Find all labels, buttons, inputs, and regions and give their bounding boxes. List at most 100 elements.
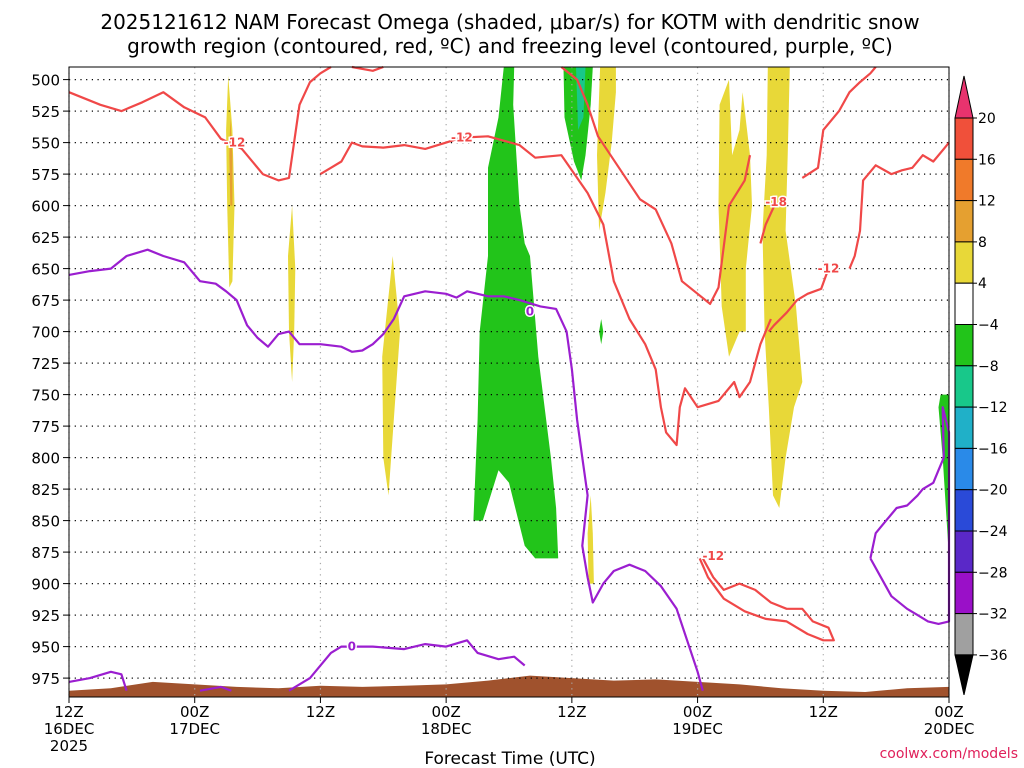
omega-region <box>473 67 559 559</box>
ytick-label: 550 <box>31 135 60 153</box>
red-contour <box>560 66 752 305</box>
red-contour <box>759 201 778 244</box>
purple-contour <box>288 639 526 692</box>
ytick-label: 725 <box>31 355 60 373</box>
red-contour <box>848 141 950 270</box>
colorbar-label: 4 <box>978 276 987 292</box>
purple-contour <box>68 248 704 691</box>
colorbar-top-arrow <box>954 75 974 119</box>
purple-contour <box>68 670 128 692</box>
colorbar-swatch <box>954 447 974 491</box>
chart-title-line2: growth region (contoured, red, ºC) and f… <box>127 34 893 58</box>
omega-region <box>762 67 803 508</box>
colorbar-swatch <box>954 282 974 326</box>
colorbar-swatch <box>954 158 974 202</box>
ytick-label: 625 <box>31 229 60 247</box>
ytick-label: 875 <box>31 544 60 562</box>
ytick-label: 500 <box>31 72 60 90</box>
ytick-label: 775 <box>31 418 60 436</box>
colorbar-label: 16 <box>978 152 996 168</box>
red-contour <box>319 135 772 447</box>
colorbar-label: −24 <box>978 524 1008 540</box>
plot-area: -12 -12 -18 -12 -12 0 0 <box>68 65 951 698</box>
colorbar: 20 16 12 8 4 −4 −8 −12 −16 −20 −24 −28 −32 −36 <box>954 75 1008 696</box>
terrain-fill <box>69 675 949 697</box>
omega-region <box>229 117 233 206</box>
colorbar-label: −16 <box>978 441 1008 457</box>
xtick-label: 16DEC <box>44 720 95 738</box>
xtick-label: 00Z <box>683 703 712 721</box>
colorbar-label: −36 <box>978 648 1008 664</box>
xtick-label: 18DEC <box>421 720 472 738</box>
colorbar-swatch <box>954 241 974 284</box>
purple-contour-label: 0 <box>526 304 534 318</box>
chart-title-line1: 2025121612 NAM Forecast Omega (shaded, μ… <box>100 10 919 34</box>
credit-text: coolwx.com/models <box>880 746 1018 762</box>
ytick-label: 975 <box>31 670 60 688</box>
colorbar-label: −20 <box>978 483 1008 499</box>
xtick-label: 12Z <box>54 703 83 721</box>
red-contour <box>698 557 835 642</box>
x-axis-label: Forecast Time (UTC) <box>424 749 595 768</box>
colorbar-label: 12 <box>978 194 996 210</box>
ytick-label: 600 <box>31 198 60 216</box>
omega-region <box>718 79 752 357</box>
omega-region <box>382 256 400 496</box>
red-contour-label: -12 <box>224 136 246 150</box>
red-contour <box>767 268 830 333</box>
ytick-label: 650 <box>31 261 60 279</box>
xtick-label: 00Z <box>180 703 209 721</box>
colorbar-swatch <box>954 200 974 243</box>
xtick-label: 12Z <box>809 703 838 721</box>
red-contour <box>351 65 384 72</box>
purple-contour <box>199 685 232 692</box>
xtick-label: 00Z <box>934 703 963 721</box>
colorbar-label: 20 <box>978 111 996 127</box>
red-contour-label: -18 <box>765 195 787 209</box>
ytick-label: 925 <box>31 607 60 625</box>
xtick-label: 19DEC <box>672 720 723 738</box>
purple-contour <box>869 406 951 626</box>
red-contour-label: -12 <box>818 262 840 276</box>
ytick-label: 750 <box>31 387 60 405</box>
colorbar-swatch <box>954 530 974 573</box>
omega-region <box>938 394 949 559</box>
plot-frame <box>68 66 950 698</box>
red-contour <box>68 66 332 182</box>
colorbar-swatch <box>954 406 974 449</box>
ytick-label: 800 <box>31 450 60 468</box>
red-contour <box>801 66 877 179</box>
contour-labels: -12 -12 -18 -12 -12 0 0 <box>222 129 841 655</box>
omega-region <box>288 205 296 382</box>
y-axis: 500 525 550 575 600 625 650 675 700 725 750 775 800 8… <box>31 72 69 688</box>
ytick-label: 525 <box>31 103 60 121</box>
colorbar-label: −32 <box>978 607 1008 623</box>
colorbar-label: −12 <box>978 400 1008 416</box>
xtick-label: 12Z <box>557 703 586 721</box>
ytick-label: 950 <box>31 639 60 657</box>
ytick-label: 825 <box>31 481 60 499</box>
xtick-label: 2025 <box>50 737 88 755</box>
ytick-label: 850 <box>31 513 60 531</box>
xtick-label: 12Z <box>306 703 335 721</box>
ytick-label: 575 <box>31 166 60 184</box>
colorbar-label: −4 <box>978 318 999 334</box>
ytick-label: 675 <box>31 292 60 310</box>
colorbar-bottom-arrow <box>954 654 974 696</box>
colorbar-swatch <box>954 489 974 532</box>
colorbar-swatch <box>954 117 974 160</box>
colorbar-swatch <box>954 365 974 408</box>
colorbar-swatch <box>954 324 974 367</box>
terrain <box>69 675 949 697</box>
xtick-label: 17DEC <box>169 720 220 738</box>
colorbar-label: −28 <box>978 565 1008 581</box>
omega-region <box>599 319 604 345</box>
xtick-label: 20DEC <box>924 720 975 738</box>
colorbar-label: 8 <box>978 235 987 251</box>
freezing-level-contours <box>68 248 951 692</box>
xtick-label: 00Z <box>431 703 460 721</box>
colorbar-swatch <box>954 571 974 615</box>
ytick-label: 700 <box>31 324 60 342</box>
